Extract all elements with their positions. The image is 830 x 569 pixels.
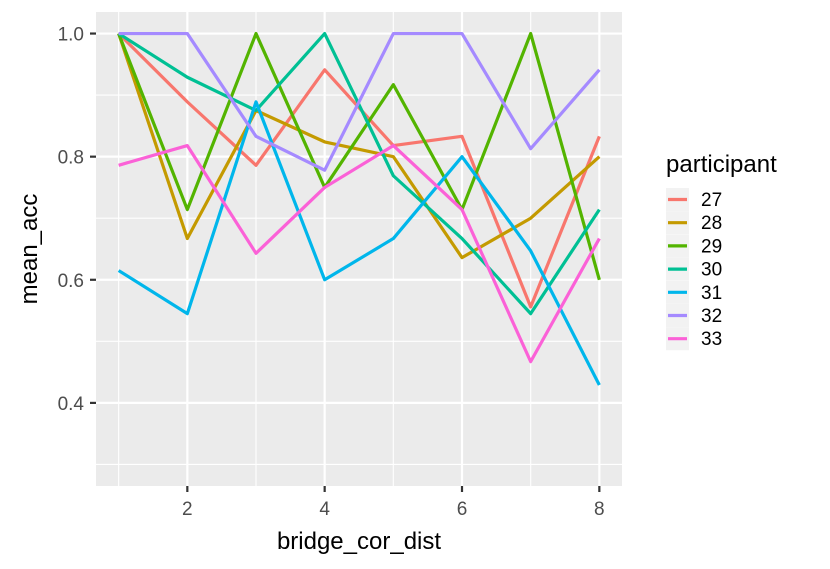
x-tick-label: 6 xyxy=(457,499,468,520)
y-axis: 0.4 0.6 0.8 1.0 xyxy=(58,25,96,415)
legend-label-28: 28 xyxy=(701,213,722,234)
minor-gridlines xyxy=(96,12,622,486)
series-line-28 xyxy=(117,33,601,260)
x-tick-label: 2 xyxy=(182,499,193,520)
x-tick-label: 8 xyxy=(594,499,605,520)
legend-label-32: 32 xyxy=(701,306,722,327)
series-line-32 xyxy=(118,31,601,172)
series-line-33 xyxy=(118,143,601,364)
x-axis-title: bridge_cor_dist xyxy=(277,528,441,555)
legend-label-30: 30 xyxy=(701,260,722,281)
y-axis-title: mean_acc xyxy=(16,194,43,305)
y-tick-label: 0.8 xyxy=(58,148,84,169)
x-tick-label: 4 xyxy=(319,499,330,520)
y-tick-label: 0.4 xyxy=(58,394,85,415)
legend-label-29: 29 xyxy=(701,236,722,257)
legend-title: participant xyxy=(666,151,777,178)
y-tick-label: 0.6 xyxy=(58,271,84,292)
legend-label-31: 31 xyxy=(701,283,722,304)
legend-label-33: 33 xyxy=(701,329,722,350)
series-lines xyxy=(117,31,601,386)
series-line-29 xyxy=(117,31,601,281)
plot-panel xyxy=(96,12,622,486)
series-line-31 xyxy=(117,100,601,386)
x-axis: 2 4 6 8 xyxy=(182,486,605,520)
legend-label-27: 27 xyxy=(701,190,722,211)
y-tick-label: 1.0 xyxy=(58,25,84,46)
